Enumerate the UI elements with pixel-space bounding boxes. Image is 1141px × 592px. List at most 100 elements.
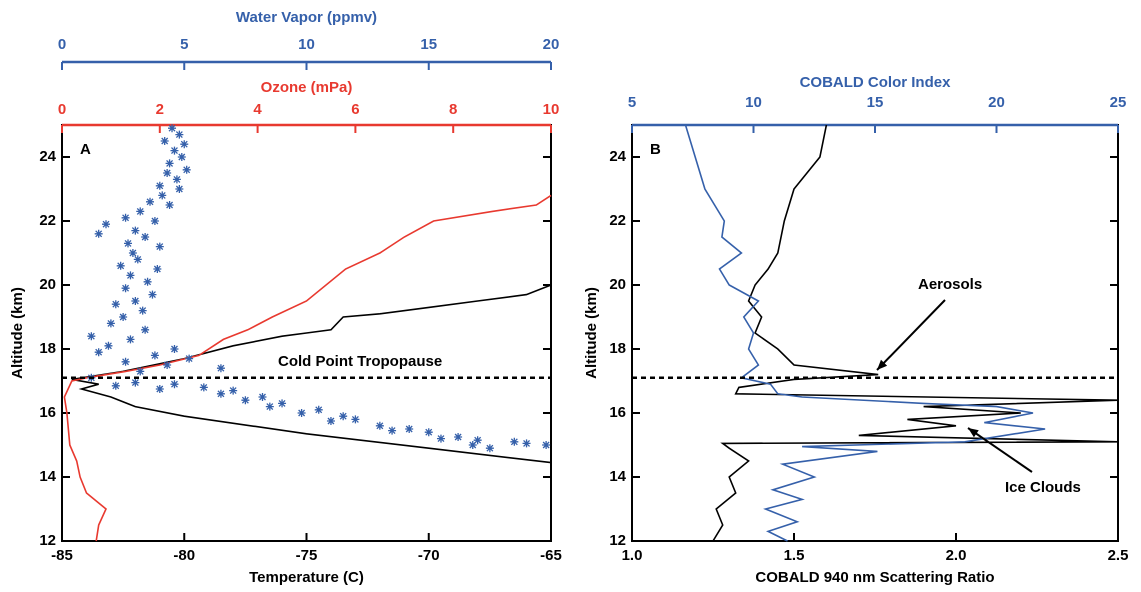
asterisk-point: [111, 300, 120, 309]
asterisk-point: [542, 441, 551, 449]
asterisk-point: [522, 439, 531, 448]
asterisk-point: [141, 233, 150, 241]
x-axis-title: Temperature (C): [249, 569, 364, 586]
asterisk-point: [185, 354, 194, 363]
asterisk-point: [265, 402, 274, 411]
y-tick-label: 14: [609, 468, 626, 485]
asterisk-point: [241, 396, 250, 405]
y-axis-title: Altitude (km): [583, 287, 600, 379]
asterisk-point: [121, 213, 130, 222]
asterisk-point: [131, 297, 140, 305]
x-tick-label: 2: [156, 101, 164, 118]
asterisk-point: [278, 399, 287, 408]
asterisk-point: [165, 201, 174, 209]
asterisk-point: [175, 130, 184, 139]
asterisk-point: [121, 357, 130, 366]
asterisk-point: [473, 436, 482, 445]
asterisk-point: [131, 378, 140, 387]
x-tick-label: -85: [51, 547, 73, 564]
asterisk-point: [177, 153, 186, 161]
y-tick-label: 16: [609, 404, 626, 421]
y-tick-label: 24: [39, 148, 56, 165]
asterisk-point: [102, 220, 111, 229]
arrow-head: [877, 359, 888, 370]
arrow-head: [968, 428, 979, 438]
x-tick-label: 5: [180, 36, 188, 53]
asterisk-point: [485, 444, 494, 453]
panel-label: B: [650, 141, 661, 158]
asterisk-point: [126, 335, 135, 344]
asterisk-point: [314, 405, 323, 414]
x-tick-label: 2.5: [1108, 547, 1129, 564]
asterisk-point: [199, 383, 208, 392]
x-tick-label: 0: [58, 101, 66, 118]
asterisk-point: [119, 313, 128, 321]
asterisk-point: [168, 124, 177, 133]
asterisk-point: [175, 185, 184, 193]
asterisk-point: [155, 242, 164, 251]
asterisk-point: [141, 325, 150, 334]
asterisk-point: [116, 261, 125, 270]
annotation: Aerosols: [918, 276, 982, 293]
asterisk-point: [258, 393, 267, 401]
asterisk-point: [94, 229, 103, 238]
x-axis-title: COBALD Color Index: [800, 74, 951, 91]
x-tick-label: -70: [418, 547, 440, 564]
profile-line: [712, 124, 1119, 542]
asterisk-point: [182, 165, 191, 174]
asterisk-point: [158, 191, 167, 200]
asterisk-point: [143, 277, 152, 286]
x-tick-label: 6: [351, 101, 359, 118]
x-tick-label: 15: [867, 94, 884, 111]
asterisk-point: [163, 361, 172, 369]
asterisk-point: [424, 428, 433, 437]
x-tick-label: 10: [543, 101, 560, 118]
arrow-shaft: [876, 299, 946, 371]
x-tick-label: 2.0: [946, 547, 967, 564]
x-tick-label: 10: [298, 36, 315, 53]
y-tick-label: 14: [39, 468, 56, 485]
y-tick-label: 20: [609, 276, 626, 293]
x-tick-label: 20: [988, 94, 1005, 111]
x-tick-label: 20: [543, 36, 560, 53]
asterisk-point: [146, 197, 155, 206]
x-tick-label: -80: [173, 547, 195, 564]
asterisk-point: [128, 249, 137, 257]
asterisk-point: [106, 319, 115, 328]
x-tick-label: 25: [1110, 94, 1127, 111]
asterisk-point: [136, 207, 145, 216]
asterisk-point: [111, 381, 120, 390]
asterisk-point: [170, 380, 179, 389]
asterisk-point: [160, 137, 169, 145]
y-tick-label: 16: [39, 404, 56, 421]
asterisk-point: [180, 140, 189, 149]
x-axis-title: COBALD 940 nm Scattering Ratio: [755, 569, 994, 586]
asterisk-point: [136, 367, 145, 376]
asterisk-point: [124, 239, 133, 248]
asterisk-point: [121, 284, 130, 293]
asterisk-point: [133, 255, 142, 264]
asterisk-point: [388, 426, 397, 435]
x-tick-label: 1.0: [622, 547, 643, 564]
asterisk-point: [131, 226, 140, 235]
asterisk-point: [172, 175, 181, 184]
y-tick-label: 18: [39, 340, 56, 357]
x-tick-label: 4: [253, 101, 262, 118]
asterisk-point: [468, 441, 477, 449]
asterisk-point: [155, 385, 164, 393]
x-tick-label: 0: [58, 36, 66, 53]
x-axis-title: Water Vapor (ppmv): [236, 9, 377, 26]
y-axis-title: Altitude (km): [9, 287, 26, 379]
asterisk-point: [155, 181, 164, 190]
asterisk-point: [216, 364, 225, 373]
x-tick-label: 8: [449, 101, 457, 118]
asterisk-point: [436, 434, 445, 443]
x-tick-label: 10: [745, 94, 762, 111]
profile-line: [63, 194, 552, 542]
asterisk-point: [229, 386, 238, 395]
asterisk-point: [87, 332, 96, 341]
y-tick-label: 18: [609, 340, 626, 357]
y-tick-label: 22: [39, 212, 56, 229]
asterisk-point: [170, 146, 179, 155]
